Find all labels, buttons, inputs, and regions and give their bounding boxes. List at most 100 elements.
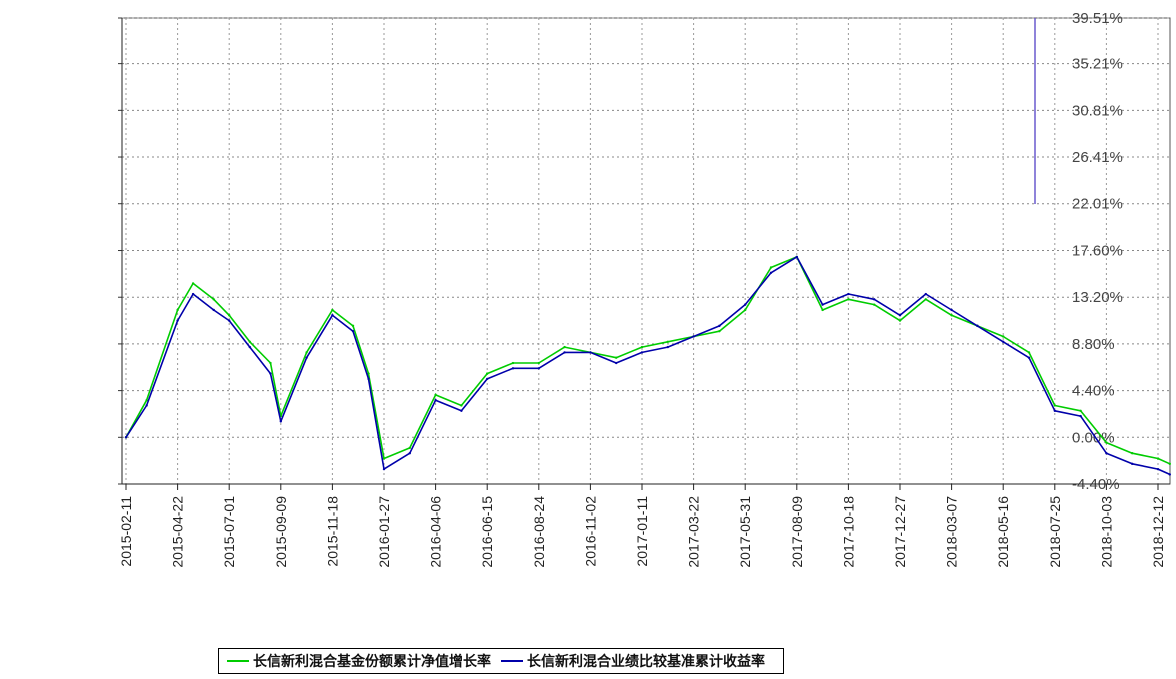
series-point-1 <box>511 367 515 370</box>
legend-swatch-benchmark <box>501 660 523 662</box>
x-tick-label: 2016-04-06 <box>428 496 444 568</box>
x-tick-label: 2015-07-01 <box>221 496 237 568</box>
y-tick-label: 35.21% <box>1072 56 1123 73</box>
series-point-0 <box>176 308 179 312</box>
axes <box>121 18 1170 485</box>
x-tick-label: 2018-05-16 <box>995 496 1011 568</box>
legend-label-fund: 长信新利混合基金份额累计净值增长率 <box>253 654 491 670</box>
series-point-0 <box>408 446 411 450</box>
y-tick-label: 22.01% <box>1072 196 1123 213</box>
series-point-1 <box>351 329 355 333</box>
series-point-0 <box>382 457 386 460</box>
series-point-0 <box>367 372 370 375</box>
series-point-0 <box>847 298 850 301</box>
series-point-0 <box>331 308 334 312</box>
series-point-1 <box>1168 473 1171 476</box>
y-tick-label: 39.51% <box>1072 10 1123 27</box>
x-tick-label: 2016-08-24 <box>531 496 547 568</box>
series-point-0 <box>640 345 644 349</box>
y-tick-label: 30.81% <box>1072 102 1123 119</box>
y-tick-label: 4.40% <box>1072 383 1115 400</box>
series-point-0 <box>1131 452 1134 455</box>
y-tick-label: 8.80% <box>1072 336 1115 353</box>
plot-frame <box>121 17 1171 485</box>
series-point-1 <box>769 271 773 275</box>
series-point-1 <box>1027 356 1031 359</box>
series-point-0 <box>269 361 272 365</box>
legend-item-fund: 长信新利混合基金份额累计净值增长率 <box>227 651 491 671</box>
series-point-0 <box>537 361 540 365</box>
x-tick-label: 2017-10-18 <box>840 496 856 568</box>
series-point-1 <box>248 345 252 349</box>
y-tick-label: 17.60% <box>1072 243 1123 260</box>
series-point-1 <box>305 356 308 359</box>
series-point-1 <box>212 308 215 312</box>
series-point-1 <box>145 404 148 407</box>
x-tick-label: 2018-10-03 <box>1098 496 1114 568</box>
series-point-1 <box>279 420 282 423</box>
y-tick-label: 26.41% <box>1072 149 1123 166</box>
series-point-0 <box>666 340 669 343</box>
series-point-0 <box>873 303 876 306</box>
y-axis-ticks: 39.51% 35.21% 30.81% 26.41% 22.01% 17.60% 13.2… <box>118 10 1123 493</box>
series-point-1 <box>718 324 721 328</box>
y-tick-label: 0.00% <box>1072 429 1115 446</box>
x-tick-label: 2016-01-27 <box>376 496 392 568</box>
x-tick-label: 2018-07-25 <box>1047 496 1063 568</box>
plot-area <box>121 17 1171 485</box>
legend-swatch-fund <box>227 660 249 662</box>
series-point-0 <box>486 372 489 375</box>
series-point-1 <box>408 452 411 455</box>
series-point-0 <box>460 404 463 407</box>
series-point-1 <box>269 372 272 375</box>
series-point-0 <box>191 282 195 285</box>
series-point-0 <box>950 314 953 317</box>
series-point-0 <box>305 351 308 354</box>
series-point-1 <box>873 298 876 301</box>
x-tick-label: 2016-06-15 <box>479 496 495 568</box>
series-point-1 <box>191 292 195 296</box>
x-tick-label: 2015-11-18 <box>324 496 340 567</box>
series-point-1 <box>367 377 370 381</box>
series-point-1 <box>537 367 540 370</box>
series-point-0 <box>769 266 773 269</box>
series-point-1 <box>124 436 128 439</box>
series-point-0 <box>351 324 355 328</box>
series-point-1 <box>1079 414 1082 418</box>
series-point-1 <box>950 308 953 312</box>
series-point-1 <box>563 351 566 354</box>
series-point-0 <box>615 356 618 359</box>
series-point-0 <box>563 345 566 349</box>
series-point-1 <box>331 314 334 317</box>
series-point-1 <box>460 409 463 412</box>
series-point-1 <box>666 345 669 349</box>
series-point-1 <box>795 255 798 259</box>
series-point-0 <box>1105 441 1108 444</box>
legend-item-benchmark: 长信新利混合业绩比较基准累计收益率 <box>501 651 765 671</box>
series-point-0 <box>145 398 148 402</box>
series-point-0 <box>434 393 437 397</box>
x-tick-label: 2017-05-31 <box>737 496 753 568</box>
series-point-0 <box>718 329 721 333</box>
series-point-1 <box>898 314 902 317</box>
legend: 长信新利混合基金份额累计净值增长率 长信新利混合业绩比较基准累计收益率 <box>218 648 784 674</box>
series-point-1 <box>1105 452 1108 455</box>
x-tick-label: 2016-11-02 <box>582 496 598 567</box>
series-point-1 <box>847 292 850 296</box>
series-point-0 <box>1002 335 1005 338</box>
x-tick-label: 2017-12-27 <box>892 496 908 568</box>
series-point-1 <box>821 303 824 306</box>
series-point-0 <box>1079 409 1082 412</box>
x-tick-label: 2018-12-12 <box>1150 496 1166 568</box>
x-tick-label: 2017-03-22 <box>686 496 702 568</box>
series-layer <box>124 255 1171 476</box>
series-point-1 <box>976 324 979 328</box>
series-point-1 <box>1053 409 1057 412</box>
x-tick-label: 2015-09-09 <box>273 496 289 568</box>
series-point-1 <box>434 398 437 402</box>
series-point-1 <box>382 467 386 471</box>
x-axis-ticks: 2015-02-11 2015-04-22 2015-07-01 2015-09-09… <box>118 484 1166 568</box>
series-point-1 <box>640 351 644 354</box>
series-point-1 <box>1002 340 1005 343</box>
